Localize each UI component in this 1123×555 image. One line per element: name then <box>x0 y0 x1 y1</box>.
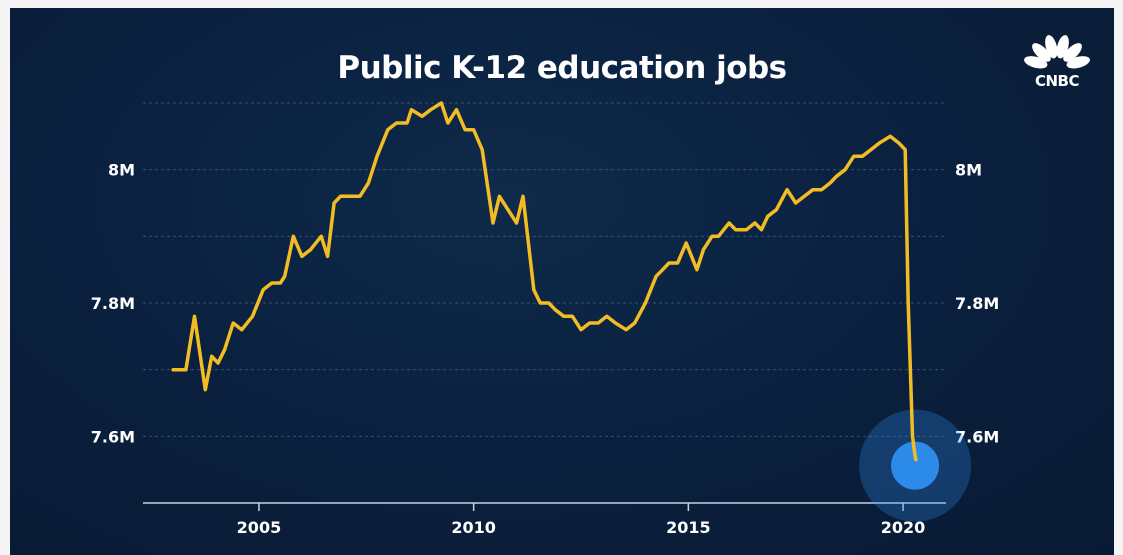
y-tick-label-left: 7.6M <box>91 427 135 446</box>
y-tick-label-left: 8M <box>108 161 135 180</box>
highlight-marker <box>859 410 971 522</box>
y-tick-label-left: 7.8M <box>91 294 135 313</box>
x-tick-label: 2015 <box>666 518 711 537</box>
x-tick-labels: 2005 2010 2015 2020 <box>237 518 926 537</box>
y-tick-label-right: 8M <box>955 161 982 180</box>
y-tick-labels-left: 7.6M 7.8M 8M <box>91 161 135 447</box>
x-axis <box>143 503 946 511</box>
x-tick-label: 2005 <box>237 518 282 537</box>
y-tick-label-right: 7.8M <box>955 294 999 313</box>
series-line <box>173 103 916 460</box>
gridlines <box>143 103 946 436</box>
chart-panel: Public K-12 education jobs CNBC 7.6M 7.8M… <box>10 8 1114 555</box>
x-tick-label: 2010 <box>451 518 496 537</box>
